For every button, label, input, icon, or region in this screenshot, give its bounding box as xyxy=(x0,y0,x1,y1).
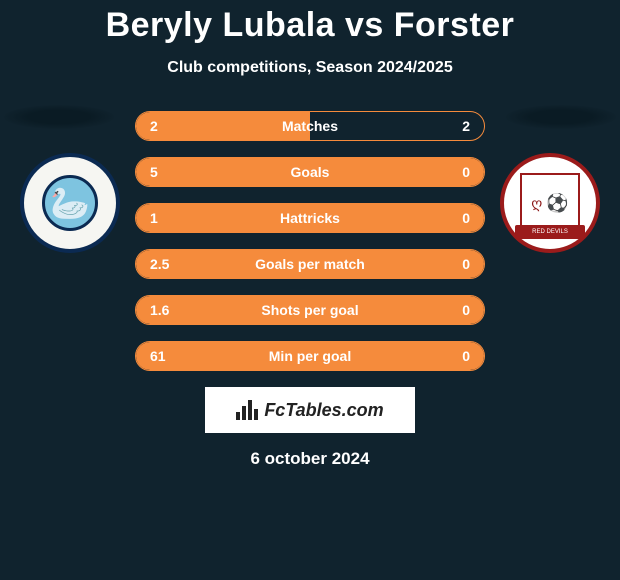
watermark-box: FcTables.com xyxy=(205,387,415,433)
swan-icon: 🦢 xyxy=(50,187,90,219)
page-subtitle: Club competitions, Season 2024/2025 xyxy=(0,59,620,77)
stat-left-value: 1.6 xyxy=(136,302,196,318)
crawley-banner: RED DEVILS xyxy=(515,225,585,239)
ball-icon: ⚽ xyxy=(546,193,568,214)
stat-left-value: 61 xyxy=(136,348,196,364)
stat-label: Shots per goal xyxy=(196,302,424,318)
stat-row: 2.5Goals per match0 xyxy=(135,249,485,279)
stat-right-value: 2 xyxy=(424,118,484,134)
wycombe-crest: 🦢 xyxy=(20,153,120,253)
stat-right-value: 0 xyxy=(424,164,484,180)
stat-left-value: 5 xyxy=(136,164,196,180)
stat-left-value: 2.5 xyxy=(136,256,196,272)
stat-label: Matches xyxy=(196,118,424,134)
stat-right-value: 0 xyxy=(424,302,484,318)
stat-right-value: 0 xyxy=(424,348,484,364)
stat-row: 5Goals0 xyxy=(135,157,485,187)
club-badge-left: 🦢 xyxy=(20,153,120,253)
stat-row: 1.6Shots per goal0 xyxy=(135,295,485,325)
wing-icon: ღ xyxy=(531,195,542,212)
stat-right-value: 0 xyxy=(424,256,484,272)
club-badge-right: ღ ⚽ RED DEVILS xyxy=(500,153,600,253)
wycombe-crest-inner: 🦢 xyxy=(42,175,98,231)
stat-row: 2Matches2 xyxy=(135,111,485,141)
date-text: 6 october 2024 xyxy=(0,449,620,469)
stat-label: Goals per match xyxy=(196,256,424,272)
stat-rows: 2Matches25Goals01Hattricks02.5Goals per … xyxy=(135,111,485,371)
shadow-ellipse-right xyxy=(506,105,616,129)
stat-row: 1Hattricks0 xyxy=(135,203,485,233)
stat-right-value: 0 xyxy=(424,210,484,226)
crawley-crest-inner: ღ ⚽ xyxy=(520,173,580,233)
stat-left-value: 1 xyxy=(136,210,196,226)
shadow-ellipse-left xyxy=(4,105,114,129)
stat-label: Goals xyxy=(196,164,424,180)
crawley-crest: ღ ⚽ RED DEVILS xyxy=(500,153,600,253)
stat-label: Min per goal xyxy=(196,348,424,364)
stat-left-value: 2 xyxy=(136,118,196,134)
stat-row: 61Min per goal0 xyxy=(135,341,485,371)
comparison-content: 🦢 ღ ⚽ RED DEVILS 2Matches25Goals01Hattri… xyxy=(0,111,620,469)
watermark-text: FcTables.com xyxy=(264,400,383,421)
fctables-bars-icon xyxy=(236,400,258,420)
page-title: Beryly Lubala vs Forster xyxy=(0,0,620,45)
stat-label: Hattricks xyxy=(196,210,424,226)
